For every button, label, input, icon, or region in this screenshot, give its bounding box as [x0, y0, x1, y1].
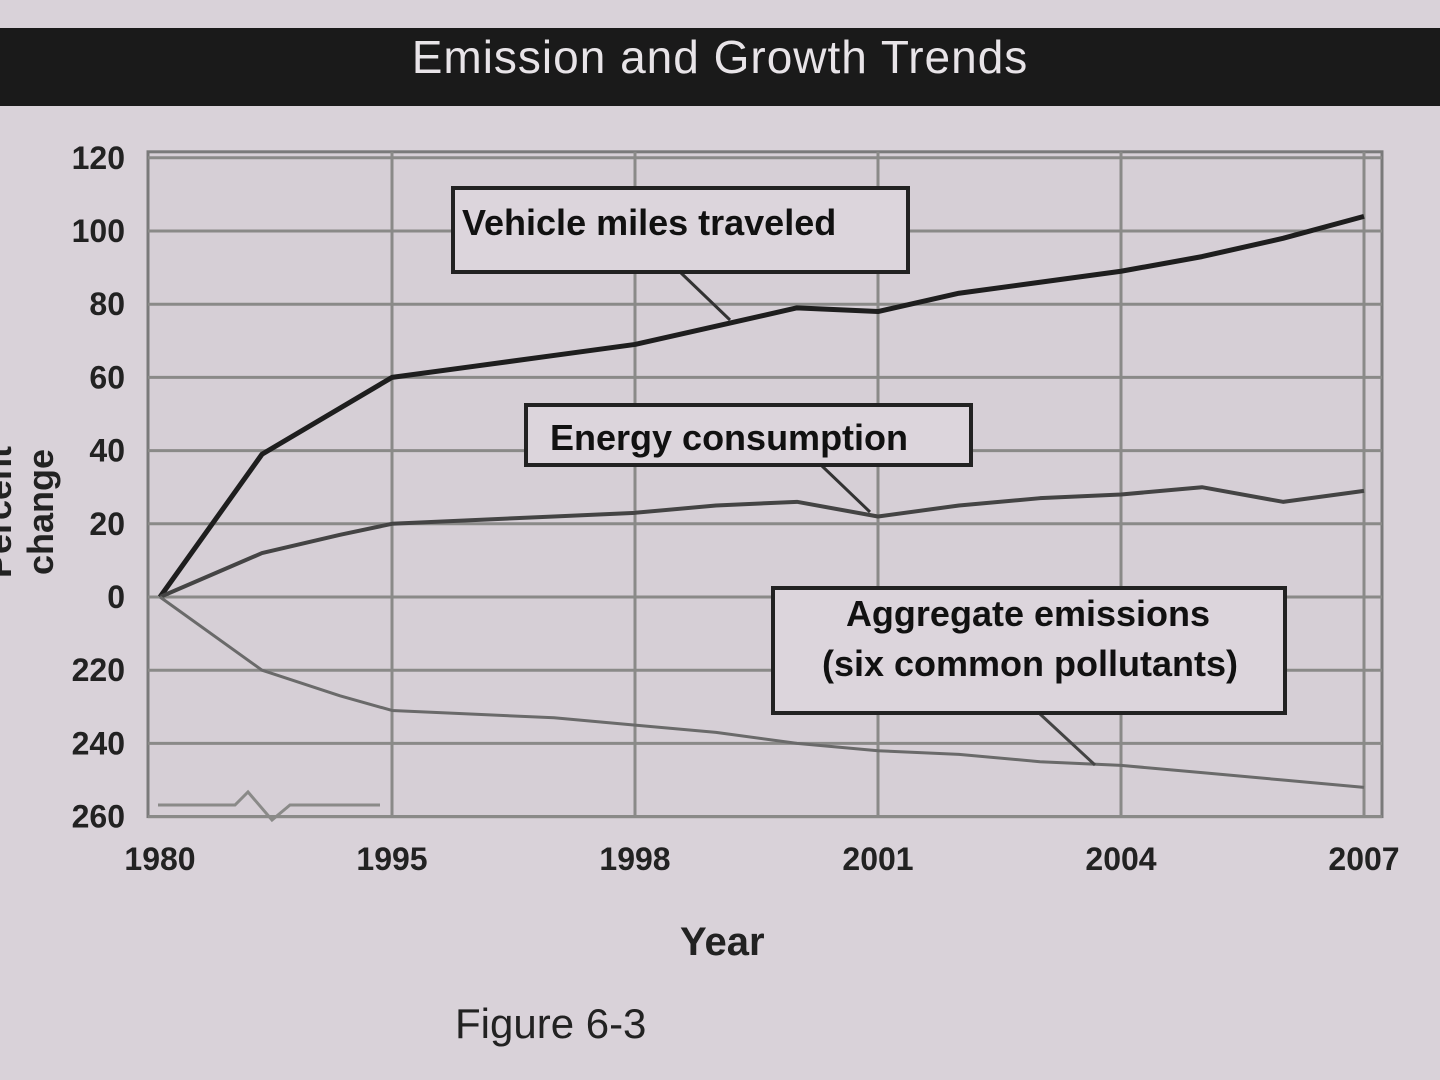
leader-line-energy — [820, 464, 872, 514]
callouts: Vehicle miles traveled Energy consumptio… — [451, 186, 1287, 767]
x-tick-label: 2001 — [842, 841, 913, 877]
y-tick-label: 20 — [89, 506, 125, 542]
callout-vmt-box — [451, 186, 910, 274]
y-tick-label: 80 — [89, 286, 125, 322]
x-tick-label: 2004 — [1085, 841, 1156, 877]
callout-emissions-2: (six common pollutants) — [822, 643, 1238, 684]
y-tick-label: 100 — [72, 213, 125, 249]
axis-break-mark — [158, 789, 380, 823]
series-line-2 — [159, 595, 1365, 789]
leader-line-vmt — [678, 270, 732, 322]
y-tick-label: 240 — [72, 725, 125, 761]
callout-energy-box — [524, 403, 973, 467]
x-tick-labels: 1980 1995 1998 2001 2004 2007 — [124, 841, 1399, 877]
callout-emissions-1: Aggregate emissions — [846, 593, 1210, 634]
title-bar — [0, 28, 1440, 106]
figure-caption: Figure 6-3 — [455, 1000, 647, 1047]
callout-energy: Energy consumption — [550, 417, 908, 458]
x-axis-label: Year — [680, 920, 765, 964]
callout-vmt: Vehicle miles traveled — [462, 202, 836, 243]
y-tick-label: 40 — [89, 433, 125, 469]
y-tick-label: 60 — [89, 359, 125, 395]
series-line-0 — [157, 213, 1365, 599]
x-tick-label: 1995 — [356, 841, 427, 877]
x-tick-label: 1998 — [599, 841, 670, 877]
y-axis-label: Percent change — [0, 445, 61, 579]
y-tick-label: 0 — [107, 579, 125, 615]
x-tick-label: 1980 — [124, 841, 195, 877]
y-tick-label: 260 — [72, 799, 125, 835]
x-tick-label: 2007 — [1328, 841, 1399, 877]
leader-line-emissions — [1038, 712, 1097, 767]
y-tick-label: 120 — [72, 140, 125, 176]
series-lines — [157, 213, 1365, 789]
callout-emissions-box — [771, 586, 1287, 715]
y-tick-label: 220 — [72, 652, 125, 688]
series-line-1 — [159, 485, 1365, 599]
chart-title: Emission and Growth Trends — [411, 31, 1029, 83]
